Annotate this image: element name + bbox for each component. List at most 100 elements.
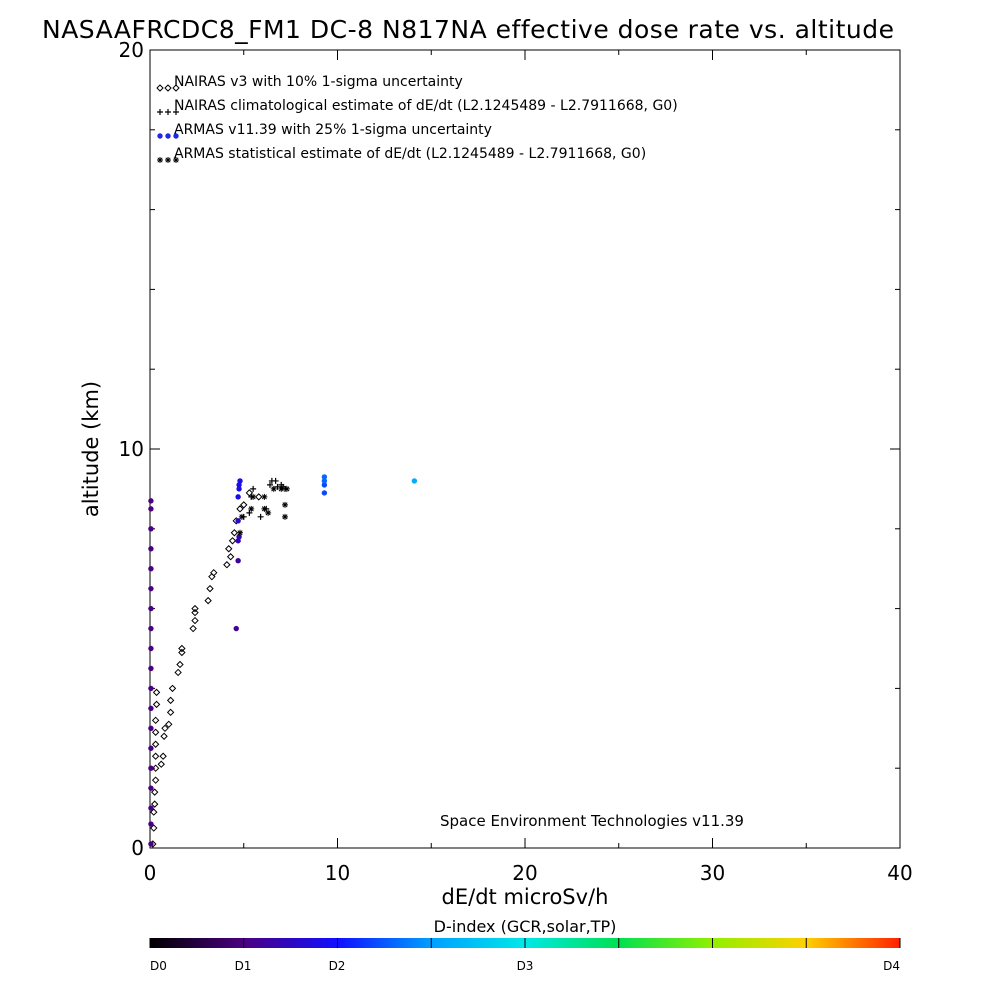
data-point — [283, 485, 290, 492]
data-point — [270, 485, 277, 492]
data-point — [148, 605, 154, 612]
data-point — [148, 725, 154, 731]
x-tick-label: 10 — [325, 861, 350, 885]
legend-marker — [165, 133, 171, 139]
data-point — [272, 477, 279, 484]
colorbar-ticks — [149, 938, 901, 948]
data-point — [236, 505, 244, 513]
data-point — [233, 625, 239, 632]
x-tick-label: 0 — [144, 861, 157, 885]
data-point — [230, 529, 239, 537]
data-point — [151, 776, 160, 784]
data-point — [150, 788, 159, 796]
data-point — [168, 684, 177, 693]
data-point — [148, 841, 154, 847]
data-point — [261, 493, 268, 500]
colorbar-label: D0 — [150, 959, 167, 973]
data-point — [148, 705, 154, 712]
data-point — [150, 824, 158, 832]
data-point — [189, 624, 197, 633]
data-point — [166, 708, 175, 717]
data-point — [178, 648, 186, 657]
legend-entry: ARMAS v11.39 with 25% 1-sigma uncertaint… — [157, 122, 492, 139]
data-point — [226, 553, 235, 561]
data-point — [176, 660, 184, 669]
series-asterisk — [237, 485, 290, 536]
data-point — [148, 526, 154, 532]
legend-marker — [173, 157, 179, 163]
legend-marker — [156, 84, 164, 92]
colorbar-label: D3 — [517, 959, 534, 973]
data-point — [321, 482, 328, 488]
data-point — [148, 805, 154, 811]
y-tick-label: 10 — [119, 437, 144, 461]
legend-entry: ARMAS statistical estimate of dE/dt (L2.… — [157, 146, 646, 163]
data-point — [208, 572, 216, 581]
legend-marker — [164, 84, 172, 92]
data-point — [148, 745, 154, 751]
data-point — [148, 665, 154, 672]
legend-marker — [173, 109, 179, 115]
data-point — [152, 688, 161, 697]
x-axis-label: dE/dt microSv/h — [442, 885, 609, 909]
x-tick-labels: 0 10 20 30 40 — [144, 861, 913, 885]
legend-marker — [157, 109, 163, 115]
data-point — [148, 821, 154, 827]
plot-frame — [149, 49, 901, 849]
data-point — [250, 485, 257, 492]
data-point — [148, 765, 154, 771]
data-point — [237, 529, 243, 536]
data-point — [245, 489, 254, 497]
credit-label: Space Environment Technologies v11.39 — [440, 812, 744, 830]
data-point — [148, 506, 154, 512]
data-point — [267, 481, 273, 488]
series-diamond — [149, 489, 263, 848]
data-point — [282, 513, 288, 520]
data-point — [148, 785, 154, 791]
legend-marker — [165, 109, 171, 115]
y-tick-label: 20 — [119, 38, 144, 62]
data-point — [321, 474, 328, 480]
legend-marker — [157, 133, 163, 139]
legend-label: ARMAS v11.39 with 25% 1-sigma uncertaint… — [174, 122, 492, 138]
legend-marker — [173, 133, 179, 139]
legend-label: NAIRAS v3 with 10% 1-sigma uncertainty — [174, 74, 463, 90]
data-points — [148, 474, 418, 848]
data-point — [151, 740, 160, 748]
data-point — [237, 478, 243, 484]
data-point — [151, 728, 160, 736]
colorbar-label: D2 — [329, 959, 346, 973]
data-point — [235, 558, 241, 564]
data-point — [206, 584, 214, 593]
colorbar-labels: D0 D1 D2 D3 D4 — [150, 959, 900, 973]
data-point — [150, 808, 158, 816]
data-point — [282, 501, 288, 508]
data-point — [174, 668, 182, 677]
data-point — [228, 537, 237, 545]
data-point — [210, 568, 218, 577]
data-point — [265, 509, 272, 516]
data-point — [178, 644, 186, 653]
y-tick-labels: 0 10 20 — [119, 38, 144, 860]
data-point — [278, 485, 285, 492]
y-axis-label: altitude (km) — [79, 381, 103, 517]
legend-entry: NAIRAS v3 with 10% 1-sigma uncertainty — [156, 74, 463, 92]
data-point — [250, 493, 257, 500]
data-point — [148, 585, 154, 592]
data-point — [235, 494, 241, 500]
data-point — [411, 478, 418, 484]
legend-marker — [157, 157, 163, 163]
data-point — [148, 546, 154, 552]
data-point — [191, 604, 199, 613]
data-point — [235, 518, 241, 524]
legend-label: NAIRAS climatological estimate of dE/dt … — [174, 98, 678, 114]
colorbar-label: D1 — [235, 959, 252, 973]
data-point — [261, 505, 268, 512]
x-tick-label: 20 — [512, 861, 537, 885]
colorbar-label: D4 — [883, 959, 900, 973]
data-point — [159, 752, 167, 760]
data-point — [148, 625, 154, 632]
data-point — [151, 752, 160, 760]
data-point — [148, 685, 154, 692]
